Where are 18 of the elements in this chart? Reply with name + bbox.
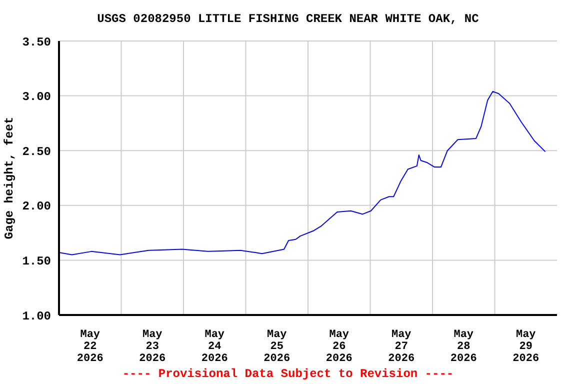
y-axis-title: Gage height, feet <box>2 116 16 240</box>
x-tick-label: May 29 2026 <box>512 329 540 365</box>
x-tick-label: May 22 2026 <box>76 329 104 365</box>
x-tick-label: May 24 2026 <box>201 329 228 365</box>
text: ---- Provisional Data Subject to Revision ---- <box>121 367 455 381</box>
y-tick-label: 2.50 <box>22 144 51 159</box>
y-tick-label: 1.00 <box>22 309 51 324</box>
y-tick-label: 1.50 <box>22 254 51 268</box>
x-tick-label: May 26 2026 <box>326 329 352 365</box>
y-tick-label: 3.00 <box>22 90 51 104</box>
x-tick-label: May 27 2026 <box>388 329 415 365</box>
x-tick-label: May 28 2026 <box>450 329 477 365</box>
y-tick-label: 2.00 <box>22 200 51 214</box>
x-tick-label: May 25 2026 <box>264 329 290 365</box>
line-series <box>59 90 546 256</box>
x-tick-label: May 23 2026 <box>139 329 166 365</box>
y-tick-label: 3.50 <box>22 35 51 50</box>
chart-title: USGS 02082950 LITTLE FISHING CREEK NEAR WHITE OAK, NC <box>96 12 480 26</box>
